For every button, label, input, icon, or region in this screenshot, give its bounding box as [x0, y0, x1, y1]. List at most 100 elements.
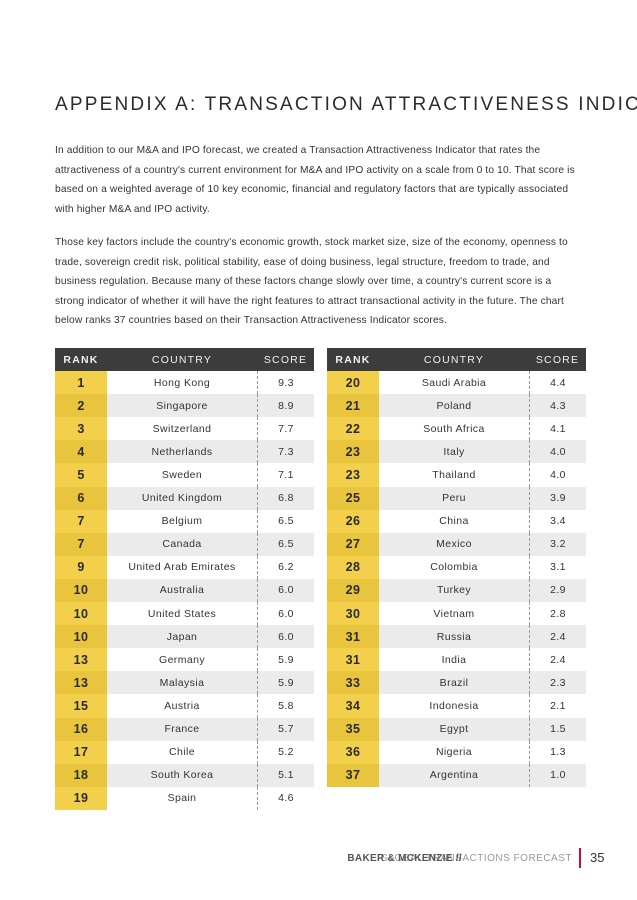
table-row: 20 Saudi Arabia 4.4: [327, 371, 586, 395]
country-cell: Canada: [107, 532, 257, 556]
country-cell: Brazil: [379, 671, 529, 695]
table-row: 31 Russia 2.4: [327, 625, 586, 649]
country-cell: Singapore: [107, 394, 257, 418]
table: RANK COUNTRY SCORE 20 Saudi Arabia 4.4 21 Polan…: [327, 348, 586, 787]
table-row: 25 Peru 3.9: [327, 486, 586, 510]
table-row: 3 Switzerland 7.7: [55, 417, 314, 441]
rank-cell: 9: [55, 555, 107, 579]
rank-cell: 31: [327, 648, 379, 672]
score-cell: 6.2: [257, 555, 314, 579]
rank-cell: 18: [55, 763, 107, 787]
table-row: 19 Spain 4.6: [55, 786, 314, 810]
country-cell: Malaysia: [107, 671, 257, 695]
rank-cell: 13: [55, 648, 107, 672]
paragraph: Those key factors include the country's …: [55, 237, 568, 327]
column-header: SCORE: [529, 348, 586, 372]
country-cell: France: [107, 717, 257, 741]
table-row: 15 Austria 5.8: [55, 694, 314, 718]
score-cell: 2.3: [529, 671, 586, 695]
column-header: RANK: [55, 348, 107, 372]
separator: [579, 848, 581, 868]
table-row: 36 Nigeria 1.3: [327, 740, 586, 764]
score-cell: 4.6: [257, 786, 314, 810]
table-row: 10 Japan 6.0: [55, 625, 314, 649]
table-row: 6 United Kingdom 6.8: [55, 486, 314, 510]
rank-cell: 19: [55, 786, 107, 810]
column-header: COUNTRY: [379, 348, 529, 372]
score-cell: 5.1: [257, 763, 314, 787]
table-row: 16 France 5.7: [55, 717, 314, 741]
rank-cell: 3: [55, 417, 107, 441]
table-row: 26 China 3.4: [327, 509, 586, 533]
country-cell: Saudi Arabia: [379, 371, 529, 395]
rank-cell: 5: [55, 463, 107, 487]
table-row: 37 Argentina 1.0: [327, 763, 586, 787]
rank-cell: 33: [327, 671, 379, 695]
rank-cell: 20: [327, 371, 379, 395]
table-row: 30 Vietnam 2.8: [327, 602, 586, 626]
country-cell: Germany: [107, 648, 257, 672]
score-cell: 7.7: [257, 417, 314, 441]
rank-cell: 28: [327, 555, 379, 579]
country-cell: Sweden: [107, 463, 257, 487]
country-cell: Belgium: [107, 509, 257, 533]
score-cell: 6.0: [257, 602, 314, 626]
country-cell: Poland: [379, 394, 529, 418]
score-cell: 6.0: [257, 578, 314, 603]
country-cell: Egypt: [379, 717, 529, 741]
footer-firm: BAKER & MCKENZIE //: [347, 853, 462, 864]
table-row: 29 Turkey 2.9: [327, 578, 586, 603]
rank-cell: 10: [55, 625, 107, 649]
country-cell: United States: [107, 602, 257, 626]
country-cell: Mexico: [379, 532, 529, 556]
country-cell: Thailand: [379, 463, 529, 487]
score-cell: 1.0: [529, 763, 586, 787]
rank-cell: 37: [327, 763, 379, 787]
rank-cell: 13: [55, 671, 107, 695]
score-cell: 5.9: [257, 648, 314, 672]
rank-cell: 29: [327, 578, 379, 603]
header-row: RANK COUNTRY SCORE: [55, 348, 314, 372]
score-cell: 5.7: [257, 717, 314, 741]
rank-cell: 15: [55, 694, 107, 718]
rank-cell: 31: [327, 625, 379, 649]
table-row: 7 Belgium 6.5: [55, 509, 314, 533]
table-row: 4 Netherlands 7.3: [55, 440, 314, 464]
score-cell: 8.9: [257, 394, 314, 418]
table-row: 22 South Africa 4.1: [327, 417, 586, 441]
table-row: 18 South Korea 5.1: [55, 763, 314, 787]
score-cell: 3.4: [529, 509, 586, 533]
rank-cell: 25: [327, 486, 379, 510]
rank-cell: 10: [55, 602, 107, 626]
score-cell: 2.1: [529, 694, 586, 718]
table-row: 17 Chile 5.2: [55, 740, 314, 764]
score-cell: 7.3: [257, 440, 314, 464]
table-row: 2 Singapore 8.9: [55, 394, 314, 418]
score-cell: 3.9: [529, 486, 586, 510]
country-cell: Nigeria: [379, 740, 529, 764]
column-header: RANK: [327, 348, 379, 372]
score-cell: 5.9: [257, 671, 314, 695]
rank-cell: 26: [327, 509, 379, 533]
rank-cell: 27: [327, 532, 379, 556]
country-cell: Italy: [379, 440, 529, 464]
score-cell: 1.5: [529, 717, 586, 741]
country-cell: Argentina: [379, 763, 529, 787]
rank-cell: 36: [327, 740, 379, 764]
score-cell: 6.0: [257, 625, 314, 649]
table-row: 34 Indonesia 2.1: [327, 694, 586, 718]
table-row: 31 India 2.4: [327, 648, 586, 672]
score-cell: 3.1: [529, 555, 586, 579]
score-cell: 6.5: [257, 509, 314, 533]
score-cell: 2.4: [529, 625, 586, 649]
table-row: 10 United States 6.0: [55, 602, 314, 626]
country-cell: Hong Kong: [107, 371, 257, 395]
table-row: 23 Italy 4.0: [327, 440, 586, 464]
rank-cell: 34: [327, 694, 379, 718]
page-title: APPENDIX A: TRANSACTION ATTRACTIVENESS I…: [55, 94, 637, 115]
paragraph: In addition to our M&A and IPO forecast,…: [55, 145, 575, 215]
country-cell: Japan: [107, 625, 257, 649]
table-row: 28 Colombia 3.1: [327, 555, 586, 579]
country-cell: United Arab Emirates: [107, 555, 257, 579]
country-cell: India: [379, 648, 529, 672]
